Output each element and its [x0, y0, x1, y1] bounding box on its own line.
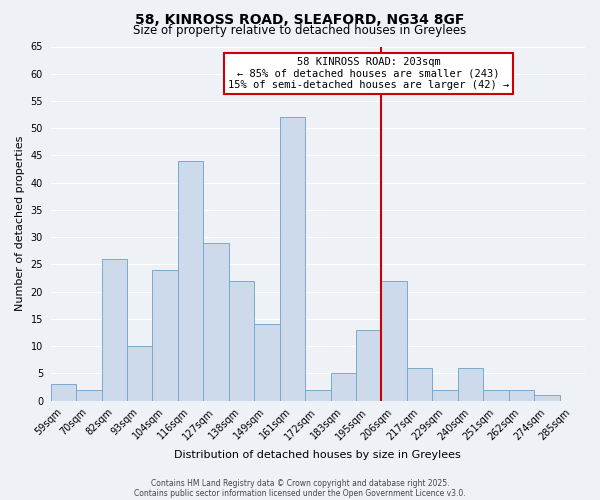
Bar	[458, 368, 483, 400]
Bar	[76, 390, 101, 400]
Bar	[534, 395, 560, 400]
Bar	[382, 280, 407, 400]
Bar	[483, 390, 509, 400]
Bar	[152, 270, 178, 400]
Bar	[305, 390, 331, 400]
Bar	[254, 324, 280, 400]
Bar	[433, 390, 458, 400]
Bar	[356, 330, 382, 400]
Bar	[127, 346, 152, 401]
Bar	[229, 280, 254, 400]
Bar	[331, 374, 356, 400]
Bar	[509, 390, 534, 400]
Bar	[407, 368, 433, 400]
Text: Contains public sector information licensed under the Open Government Licence v3: Contains public sector information licen…	[134, 488, 466, 498]
Bar	[50, 384, 76, 400]
Bar	[280, 118, 305, 401]
X-axis label: Distribution of detached houses by size in Greylees: Distribution of detached houses by size …	[175, 450, 461, 460]
Text: Contains HM Land Registry data © Crown copyright and database right 2025.: Contains HM Land Registry data © Crown c…	[151, 478, 449, 488]
Bar	[203, 242, 229, 400]
Y-axis label: Number of detached properties: Number of detached properties	[15, 136, 25, 311]
Text: 58, KINROSS ROAD, SLEAFORD, NG34 8GF: 58, KINROSS ROAD, SLEAFORD, NG34 8GF	[136, 12, 464, 26]
Bar	[101, 259, 127, 400]
Bar	[178, 161, 203, 400]
Text: Size of property relative to detached houses in Greylees: Size of property relative to detached ho…	[133, 24, 467, 37]
Text: 58 KINROSS ROAD: 203sqm
← 85% of detached houses are smaller (243)
15% of semi-d: 58 KINROSS ROAD: 203sqm ← 85% of detache…	[228, 57, 509, 90]
